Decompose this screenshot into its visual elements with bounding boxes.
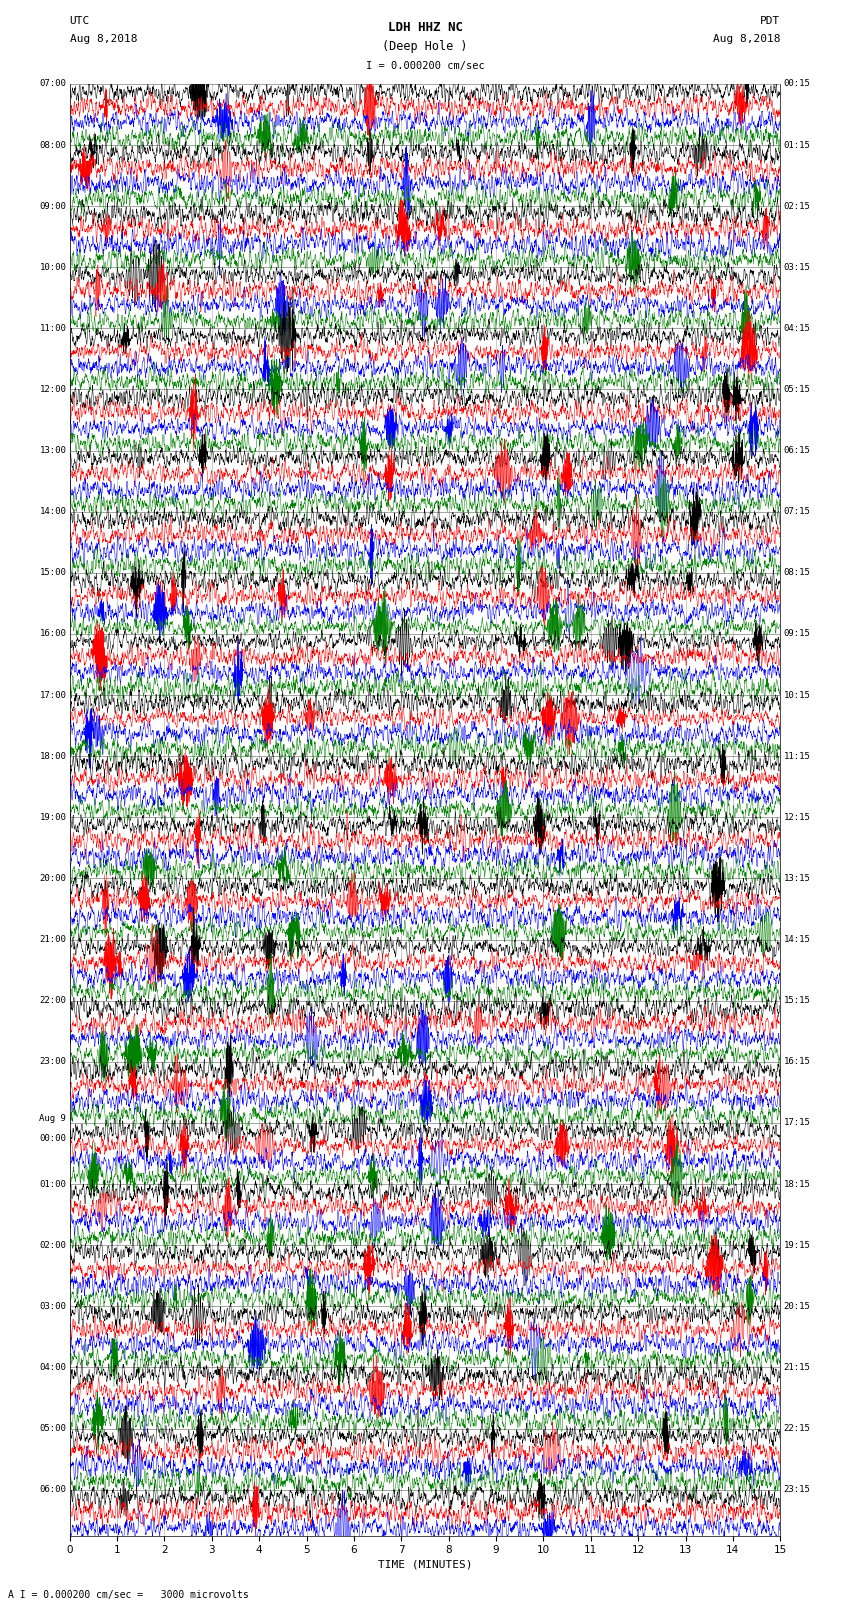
Text: 17:15: 17:15 <box>784 1118 811 1127</box>
Text: 19:15: 19:15 <box>784 1240 811 1250</box>
Text: 21:00: 21:00 <box>39 936 66 944</box>
Text: 13:00: 13:00 <box>39 447 66 455</box>
Text: 11:00: 11:00 <box>39 324 66 332</box>
Text: 14:15: 14:15 <box>784 936 811 944</box>
Text: 12:00: 12:00 <box>39 386 66 394</box>
Text: 09:00: 09:00 <box>39 202 66 211</box>
Text: 11:15: 11:15 <box>784 752 811 761</box>
Text: 21:15: 21:15 <box>784 1363 811 1373</box>
Text: 19:00: 19:00 <box>39 813 66 823</box>
Text: 16:00: 16:00 <box>39 629 66 639</box>
Text: 22:15: 22:15 <box>784 1424 811 1432</box>
Text: (Deep Hole ): (Deep Hole ) <box>382 40 468 53</box>
Text: 16:15: 16:15 <box>784 1058 811 1066</box>
Text: 15:00: 15:00 <box>39 568 66 577</box>
Text: 08:00: 08:00 <box>39 140 66 150</box>
Text: 18:15: 18:15 <box>784 1179 811 1189</box>
Text: Aug 8,2018: Aug 8,2018 <box>70 34 137 44</box>
Text: Aug 8,2018: Aug 8,2018 <box>713 34 780 44</box>
Text: 04:15: 04:15 <box>784 324 811 332</box>
Text: 23:00: 23:00 <box>39 1058 66 1066</box>
Text: 14:00: 14:00 <box>39 506 66 516</box>
Text: 12:15: 12:15 <box>784 813 811 823</box>
X-axis label: TIME (MINUTES): TIME (MINUTES) <box>377 1560 473 1569</box>
Text: LDH HHZ NC: LDH HHZ NC <box>388 21 462 34</box>
Text: 02:00: 02:00 <box>39 1240 66 1250</box>
Text: 22:00: 22:00 <box>39 997 66 1005</box>
Text: 03:00: 03:00 <box>39 1302 66 1311</box>
Text: 05:00: 05:00 <box>39 1424 66 1432</box>
Text: A I = 0.000200 cm/sec =   3000 microvolts: A I = 0.000200 cm/sec = 3000 microvolts <box>8 1590 249 1600</box>
Text: 02:15: 02:15 <box>784 202 811 211</box>
Text: 01:00: 01:00 <box>39 1179 66 1189</box>
Text: 00:00: 00:00 <box>39 1134 66 1142</box>
Text: Aug 9: Aug 9 <box>39 1115 66 1123</box>
Text: 04:00: 04:00 <box>39 1363 66 1373</box>
Text: 20:00: 20:00 <box>39 874 66 882</box>
Text: 03:15: 03:15 <box>784 263 811 271</box>
Text: 07:00: 07:00 <box>39 79 66 89</box>
Text: 05:15: 05:15 <box>784 386 811 394</box>
Text: 00:15: 00:15 <box>784 79 811 89</box>
Text: 09:15: 09:15 <box>784 629 811 639</box>
Text: 01:15: 01:15 <box>784 140 811 150</box>
Text: PDT: PDT <box>760 16 780 26</box>
Text: 23:15: 23:15 <box>784 1486 811 1494</box>
Text: 06:15: 06:15 <box>784 447 811 455</box>
Text: 20:15: 20:15 <box>784 1302 811 1311</box>
Text: I = 0.000200 cm/sec: I = 0.000200 cm/sec <box>366 61 484 71</box>
Text: 13:15: 13:15 <box>784 874 811 882</box>
Text: 10:15: 10:15 <box>784 690 811 700</box>
Text: 07:15: 07:15 <box>784 506 811 516</box>
Text: 18:00: 18:00 <box>39 752 66 761</box>
Text: 17:00: 17:00 <box>39 690 66 700</box>
Text: 08:15: 08:15 <box>784 568 811 577</box>
Text: 10:00: 10:00 <box>39 263 66 271</box>
Text: 06:00: 06:00 <box>39 1486 66 1494</box>
Text: UTC: UTC <box>70 16 90 26</box>
Text: 15:15: 15:15 <box>784 997 811 1005</box>
